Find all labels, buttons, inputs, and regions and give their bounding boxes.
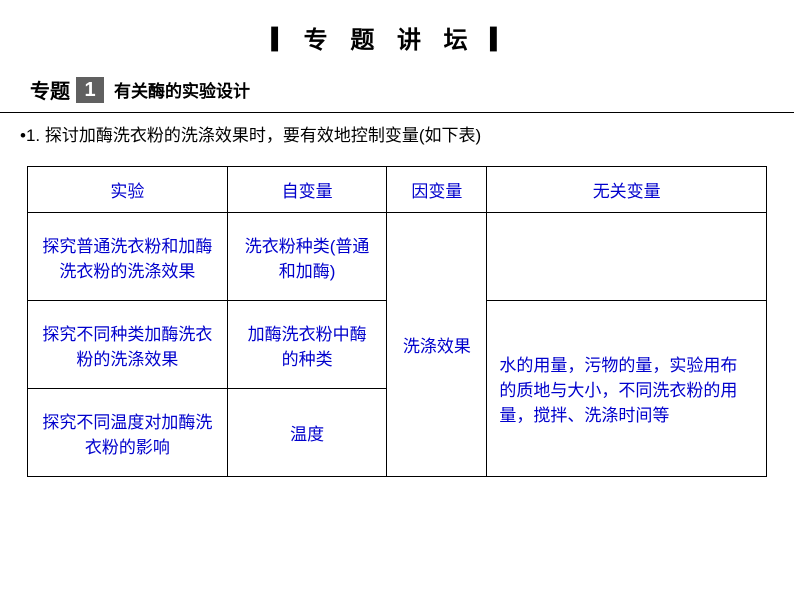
- variables-table: 实验 自变量 因变量 无关变量 探究普通洗衣粉和加酶洗衣粉的洗涤效果 洗衣粉种类…: [27, 166, 767, 477]
- cell-experiment: 探究不同温度对加酶洗衣粉的影响: [28, 389, 228, 477]
- table-row: 探究普通洗衣粉和加酶洗衣粉的洗涤效果 洗衣粉种类(普通和加酶) 洗涤效果: [28, 213, 767, 301]
- cell-independent-var: 洗衣粉种类(普通和加酶): [227, 213, 387, 301]
- header-independent-var: 自变量: [227, 167, 387, 213]
- table-header-row: 实验 自变量 因变量 无关变量: [28, 167, 767, 213]
- intro-text: •1. 探讨加酶洗衣粉的洗涤效果时，要有效地控制变量(如下表): [0, 121, 794, 166]
- cell-confounding-top: [487, 213, 767, 301]
- topic-number-box: 1: [76, 77, 104, 103]
- topic-title: 有关酶的实验设计: [114, 77, 250, 102]
- page-title: ▎专 题 讲 坛 ▎: [0, 0, 794, 70]
- header-experiment: 实验: [28, 167, 228, 213]
- section-header: 专题 1 有关酶的实验设计: [0, 70, 794, 109]
- cell-confounding-merged: 水的用量，污物的量，实验用布的质地与大小，不同洗衣粉的用量，搅拌、洗涤时间等: [487, 301, 767, 477]
- cell-independent-var: 温度: [227, 389, 387, 477]
- cell-independent-var: 加酶洗衣粉中酶的种类: [227, 301, 387, 389]
- header-dependent-var: 因变量: [387, 167, 487, 213]
- header-confounding-var: 无关变量: [487, 167, 767, 213]
- section-divider: [0, 112, 794, 113]
- topic-label: 专题: [30, 75, 70, 104]
- cell-experiment: 探究不同种类加酶洗衣粉的洗涤效果: [28, 301, 228, 389]
- cell-dependent-var-merged: 洗涤效果: [387, 213, 487, 477]
- cell-experiment: 探究普通洗衣粉和加酶洗衣粉的洗涤效果: [28, 213, 228, 301]
